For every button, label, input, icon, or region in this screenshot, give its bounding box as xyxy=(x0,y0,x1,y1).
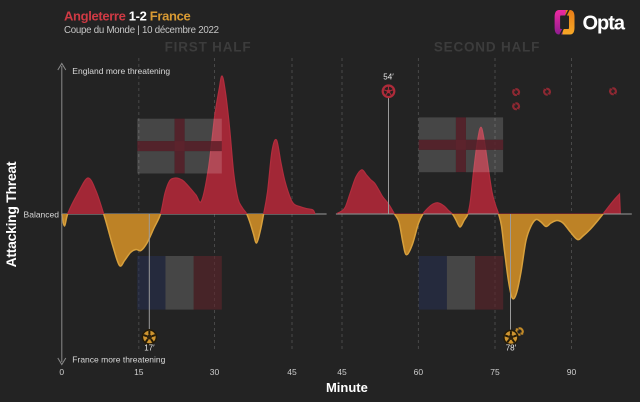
svg-text:Balanced: Balanced xyxy=(24,210,60,220)
svg-text:Angleterre 1-2 France: Angleterre 1-2 France xyxy=(64,9,190,24)
svg-text:Coupe du Monde | 10 décembre 2: Coupe du Monde | 10 décembre 2022 xyxy=(64,25,219,36)
svg-text:SECOND HALF: SECOND HALF xyxy=(434,40,540,55)
svg-text:17′: 17′ xyxy=(144,344,155,353)
svg-text:0: 0 xyxy=(59,367,64,377)
svg-text:60: 60 xyxy=(414,367,424,377)
svg-text:Opta: Opta xyxy=(583,12,626,34)
svg-text:78′: 78′ xyxy=(506,344,517,353)
svg-text:FIRST HALF: FIRST HALF xyxy=(165,40,252,55)
svg-text:30: 30 xyxy=(210,367,220,377)
svg-text:75: 75 xyxy=(490,367,500,377)
svg-text:France more threatening: France more threatening xyxy=(72,354,165,364)
svg-text:45: 45 xyxy=(287,367,297,377)
svg-text:England more threatening: England more threatening xyxy=(72,66,170,76)
svg-text:Minute: Minute xyxy=(326,380,368,395)
svg-text:Attacking Threat: Attacking Threat xyxy=(3,161,19,267)
svg-text:90: 90 xyxy=(567,367,577,377)
svg-text:15: 15 xyxy=(134,367,144,377)
svg-text:45: 45 xyxy=(337,367,347,377)
svg-text:54′: 54′ xyxy=(383,73,394,82)
